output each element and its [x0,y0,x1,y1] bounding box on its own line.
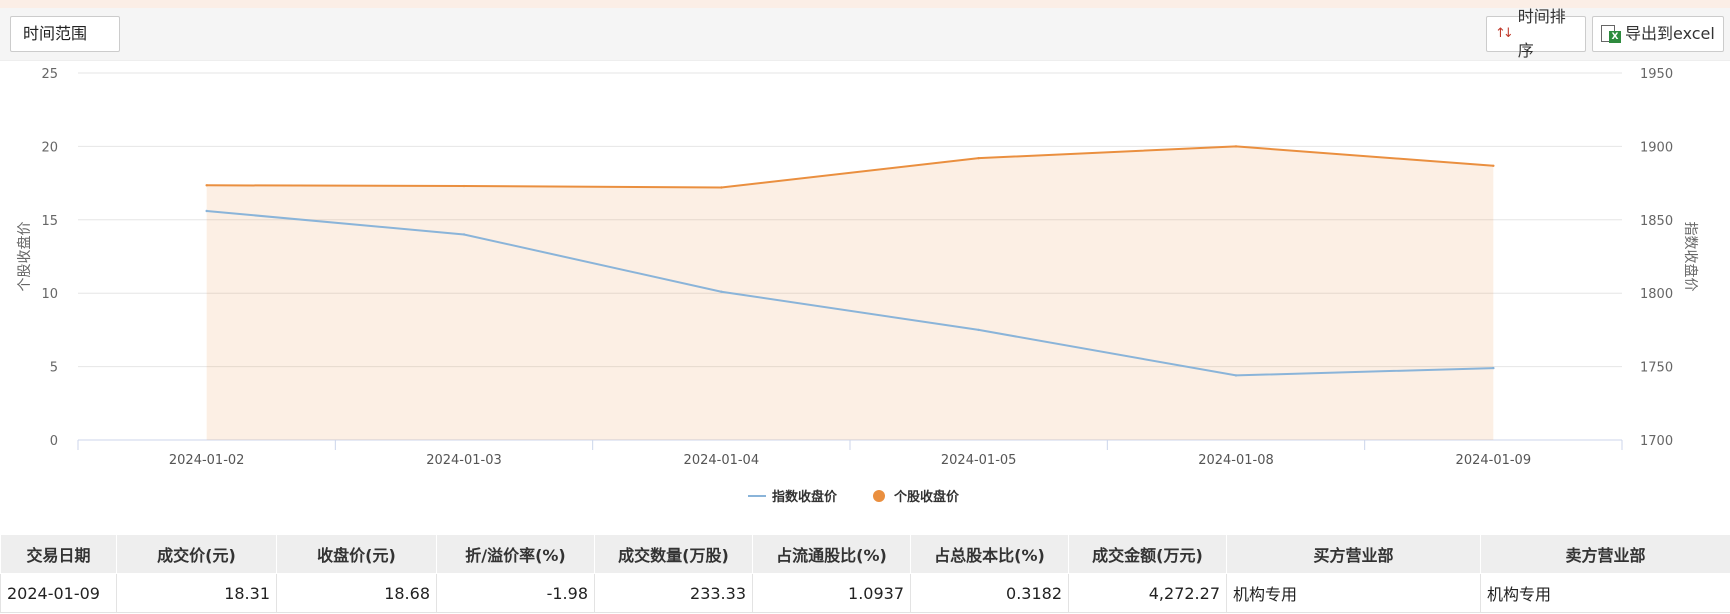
chart-points [205,145,1495,377]
data-point [1234,374,1238,377]
cell-total-ratio: 0.3182 [910,573,1069,613]
cell-premium-rate: -1.98 [436,573,595,613]
x-tick-label: 2024-01-02 [169,453,245,468]
export-excel-button[interactable]: X 导出到excel [1592,16,1724,52]
y-left-tick-label: 5 [50,361,58,376]
data-point [462,184,466,188]
col-seller[interactable]: 卖方营业部 [1480,534,1730,574]
col-close-price[interactable]: 收盘价(元) [276,534,437,574]
series-line [206,145,1494,189]
table-header-row: 交易日期 成交价(元) 收盘价(元) 折/溢价率(%) 成交数量(万股) 占流通… [0,534,1730,574]
price-chart: 0 5 10 15 20 25 1700 1750 1800 1850 1900 1950 2024-0… [16,67,1699,505]
data-point [720,186,723,189]
col-total-ratio[interactable]: 占总股本比(%) [910,534,1069,574]
col-amount[interactable]: 成交金额(万元) [1068,534,1227,574]
chart-axes: 0 5 10 15 20 25 1700 1750 1800 1850 1900 1950 2024-0… [16,67,1699,468]
time-range-label: 时间范围 [23,24,88,43]
x-tick-label: 2024-01-08 [1198,453,1274,468]
chart-legend: 指数收盘价 个股收盘价 [748,489,960,505]
col-trade-price[interactable]: 成交价(元) [116,534,277,574]
cell-seller: 机构专用 [1480,573,1730,613]
time-sort-button[interactable]: ↑↓ 时间排序 [1486,7,1586,60]
x-tick-label: 2024-01-09 [1456,453,1532,468]
y-left-tick-label: 20 [41,140,58,155]
col-buyer[interactable]: 买方营业部 [1226,534,1481,574]
legend-index-label: 指数收盘价 [772,489,838,505]
stock-price-area [206,146,1494,440]
y-right-tick-label: 1900 [1640,140,1673,155]
toolbar: 时间范围 ↑↓ 时间排序 X 导出到excel [0,7,1730,61]
cell-volume: 233.33 [594,573,753,613]
y-right-tick-label: 1800 [1640,287,1673,302]
y-left-tick-label: 10 [41,287,58,302]
y-right-tick-label: 1750 [1640,361,1673,376]
legend-stock-label: 个股收盘价 [893,489,960,505]
series-line [206,209,1494,377]
x-tick-label: 2024-01-03 [426,453,502,468]
excel-export-icon: X [1601,25,1621,43]
y-right-axis-title: 指数收盘价 [1682,222,1699,292]
cell-close-price: 18.68 [276,573,437,613]
data-point [720,290,723,293]
cell-float-ratio: 1.0937 [752,573,911,613]
chart-lines [206,145,1494,377]
data-point [1492,164,1495,167]
y-left-tick-label: 0 [50,434,58,449]
cell-trade-date: 2024-01-09 [0,573,117,613]
y-left-tick-label: 15 [41,214,58,229]
time-sort-label: 时间排序 [1517,7,1566,60]
data-point [462,233,466,236]
cell-trade-price: 18.31 [116,573,277,613]
x-tick-label: 2024-01-05 [941,453,1017,468]
data-point [1492,366,1495,370]
data-point [205,209,208,213]
data-point [205,184,208,187]
top-accent-bar [0,0,1730,8]
y-right-tick-label: 1850 [1640,214,1673,229]
block-trade-table: 交易日期 成交价(元) 收盘价(元) 折/溢价率(%) 成交数量(万股) 占流通… [0,534,1730,613]
col-float-ratio[interactable]: 占流通股比(%) [752,534,911,574]
col-trade-date[interactable]: 交易日期 [0,534,117,574]
y-left-axis-title: 个股收盘价 [16,222,33,292]
table-row[interactable]: 2024-01-09 18.31 18.68 -1.98 233.33 1.09… [0,573,1730,613]
legend-stock-marker [873,490,885,502]
cell-buyer: 机构专用 [1226,573,1481,613]
data-point [977,328,980,332]
data-point [977,156,980,160]
series-area [206,146,1494,440]
col-volume[interactable]: 成交数量(万股) [594,534,753,574]
y-right-tick-label: 1700 [1640,434,1673,449]
y-left-tick-label: 25 [41,67,58,82]
time-range-button[interactable]: 时间范围 [10,16,120,52]
sort-arrows-icon: ↑↓ [1495,26,1514,41]
col-premium-rate[interactable]: 折/溢价率(%) [436,534,595,574]
export-excel-label: 导出到excel [1625,24,1715,43]
data-point [1234,145,1238,148]
y-right-tick-label: 1950 [1640,67,1673,82]
x-tick-label: 2024-01-04 [684,453,760,468]
cell-amount: 4,272.27 [1068,573,1227,613]
